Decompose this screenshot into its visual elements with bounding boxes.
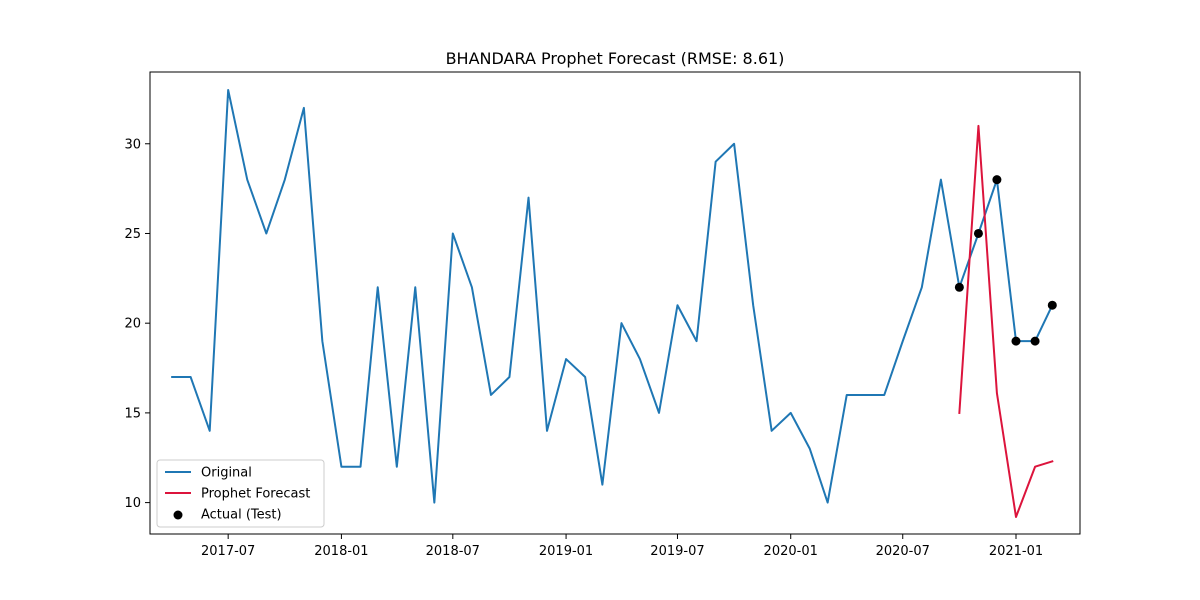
legend-label: Prophet Forecast (201, 487, 310, 502)
data-point (1030, 336, 1040, 346)
legend-box (156, 459, 325, 528)
x-tick-label: 2021-01 (989, 544, 1043, 559)
axes: 2017-07 2018-01 2018-07 2019-01 2019-07 2020-… (124, 71, 1081, 559)
data-point (1011, 336, 1021, 346)
y-tick-label: 10 (124, 496, 141, 511)
x-tick-label: 2018-07 (426, 544, 480, 559)
axes-frame (149, 71, 1081, 535)
x-tick-label: 2020-07 (876, 544, 930, 559)
chart-title: BHANDARA Prophet Forecast (RMSE: 8.61) (446, 49, 785, 68)
x-tick-label: 2018-01 (314, 544, 368, 559)
x-tick-label: 2020-01 (764, 544, 818, 559)
x-tick-label: 2019-01 (539, 544, 593, 559)
data-point (954, 282, 964, 292)
legend-swatch (173, 510, 183, 520)
series-line-0 (171, 88, 1054, 504)
data-point (1047, 300, 1057, 310)
y-tick-label: 30 (124, 137, 141, 152)
series-line-1 (958, 124, 1054, 518)
legend: Original Prophet Forecast Actual (Test) (156, 459, 325, 528)
legend-label: Actual (Test) (201, 508, 282, 523)
x-tick-label: 2017-07 (201, 544, 255, 559)
y-tick-label: 25 (124, 227, 141, 242)
x-tick-label: 2019-07 (650, 544, 704, 559)
data-point (973, 228, 983, 238)
data-point (992, 175, 1002, 185)
legend-label: Original (201, 466, 252, 481)
y-tick-label: 20 (124, 317, 141, 332)
plot-area (171, 88, 1057, 518)
y-tick-label: 15 (124, 406, 141, 421)
